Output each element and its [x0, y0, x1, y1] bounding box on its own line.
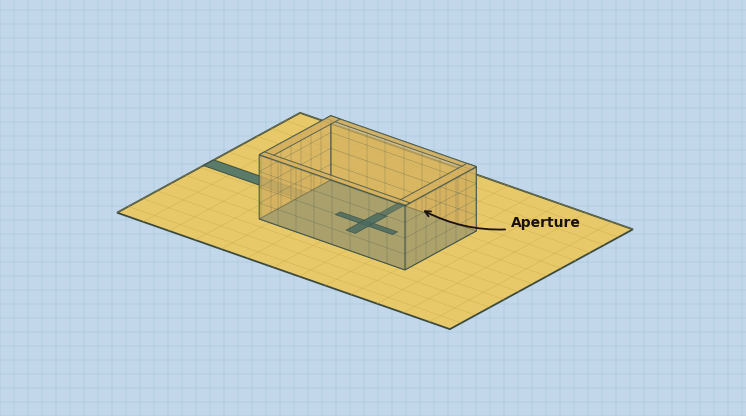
- Polygon shape: [379, 203, 405, 216]
- Polygon shape: [117, 113, 633, 329]
- Polygon shape: [260, 180, 477, 270]
- Polygon shape: [330, 116, 477, 231]
- Polygon shape: [335, 212, 398, 235]
- Text: Aperture: Aperture: [425, 211, 580, 230]
- Polygon shape: [204, 160, 307, 198]
- Polygon shape: [260, 152, 410, 206]
- Polygon shape: [260, 155, 405, 270]
- Polygon shape: [326, 116, 477, 169]
- Polygon shape: [260, 116, 330, 219]
- Polygon shape: [346, 213, 387, 233]
- Polygon shape: [405, 167, 477, 270]
- Polygon shape: [260, 116, 340, 158]
- Polygon shape: [395, 163, 477, 206]
